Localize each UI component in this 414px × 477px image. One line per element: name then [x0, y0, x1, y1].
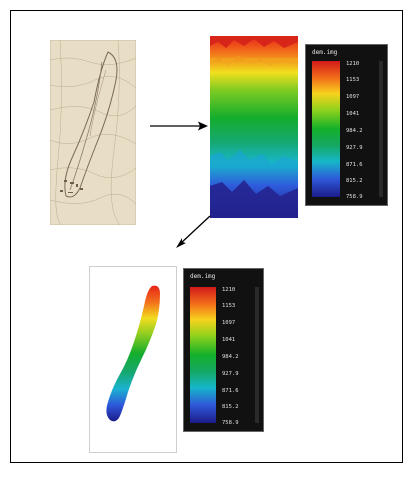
legend-tick: 871.6: [346, 162, 363, 168]
legend-tick: 984.2: [222, 354, 239, 360]
legend-tick: 1041: [222, 337, 236, 343]
legend-title: dem.img: [312, 49, 338, 56]
legend-tick: 927.9: [346, 145, 363, 151]
legend-tick: 1153: [222, 303, 236, 309]
legend-tick: 984.2: [346, 128, 363, 134]
legend-tick: 1210: [222, 287, 236, 293]
legend-tick: 1210: [346, 61, 360, 67]
scanned-topographic-map: [50, 40, 136, 225]
legend-tick: 871.6: [222, 388, 239, 394]
dem-raster: [210, 36, 298, 218]
legend-tick: 1097: [346, 94, 360, 100]
color-ramp: [190, 287, 216, 423]
legend-tick: 1097: [222, 320, 236, 326]
legend-top: dem.img 1210 1153 1097 1041 984.2 927.9 …: [305, 44, 388, 206]
legend-tick: 758.9: [346, 194, 363, 200]
legend-scrollbar[interactable]: [379, 61, 383, 197]
legend-tick: 927.9: [222, 371, 239, 377]
clipped-dem-basin: [106, 285, 160, 422]
legend-tick: 815.2: [222, 404, 239, 410]
arrow-right: [150, 121, 208, 131]
legend-title: dem.img: [190, 273, 216, 280]
arrow-down-left: [176, 215, 211, 248]
legend-tick: 1041: [346, 111, 360, 117]
legend-scrollbar[interactable]: [255, 287, 259, 423]
legend-tick: 1153: [346, 77, 360, 83]
legend-bottom: dem.img 1210 1153 1097 1041 984.2 927.9 …: [183, 268, 264, 432]
legend-tick: 815.2: [346, 178, 363, 184]
legend-tick: 758.9: [222, 420, 239, 426]
color-ramp: [312, 61, 340, 197]
basin-outline: [64, 51, 118, 198]
